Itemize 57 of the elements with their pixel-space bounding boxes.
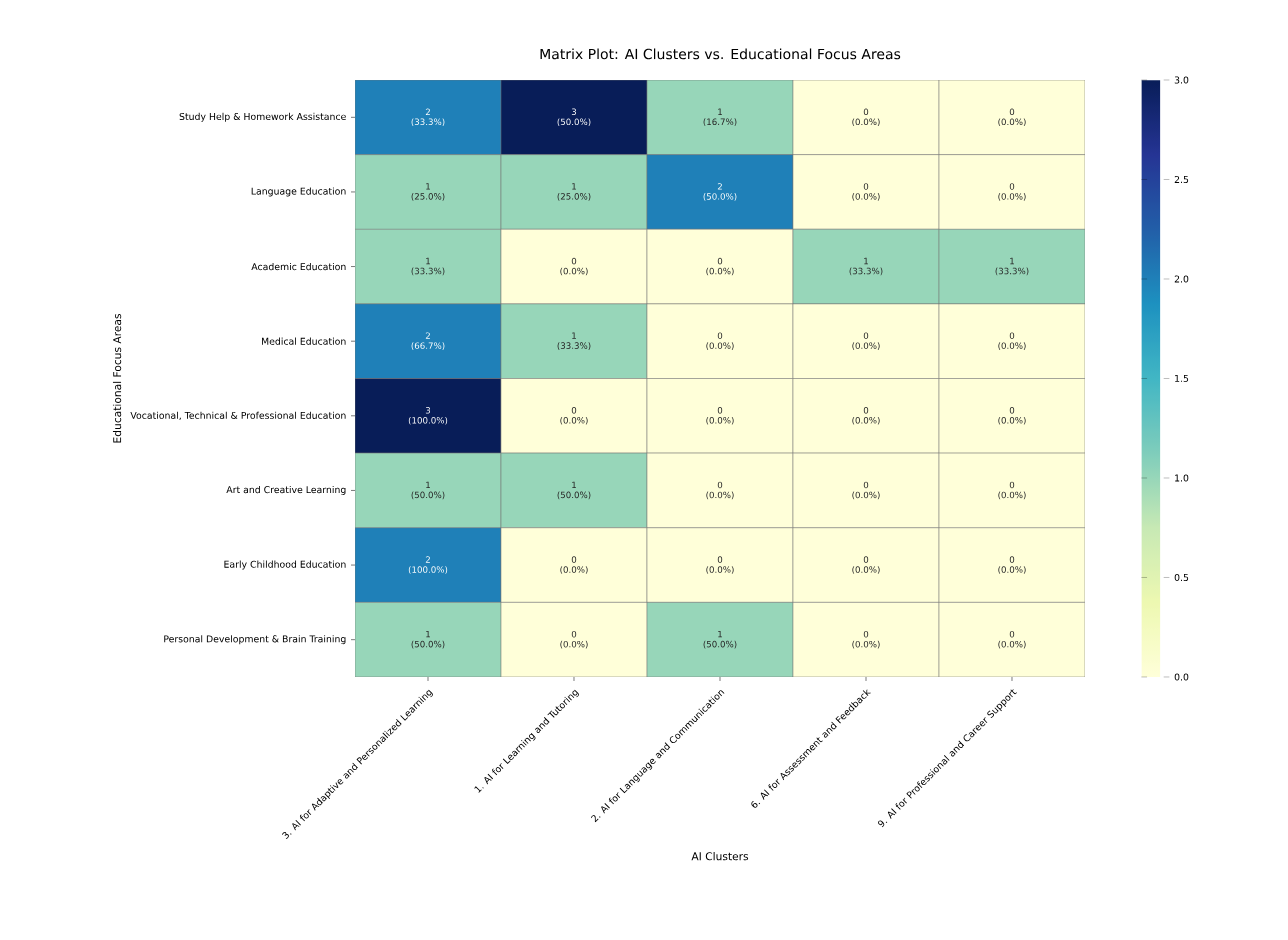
data-label: 0 (0.0%) — [852, 556, 880, 574]
color-bar-label: 3.0 — [1174, 76, 1189, 84]
data-label: 3 (50.0%) — [557, 108, 591, 127]
y-tick-label: Study Help & Homework Assistance — [179, 112, 346, 122]
data-label: 1 (33.3%) — [995, 257, 1029, 276]
color-bar-label: 0.5 — [1174, 573, 1189, 582]
y-tick-label: Vocational, Technical & Professional Education — [130, 411, 346, 420]
data-label: 0 (0.0%) — [706, 332, 734, 350]
data-label: 0 (0.0%) — [852, 407, 880, 425]
data-label: 0 (0.0%) — [998, 556, 1026, 574]
y-tick-label: Medical Education — [262, 337, 346, 345]
y-tick-label: Academic Education — [251, 262, 346, 271]
data-label: 0 (0.0%) — [998, 481, 1026, 500]
data-label: 0 (0.0%) — [998, 407, 1026, 425]
data-label: 0 (0.0%) — [998, 183, 1026, 201]
x-axis-title: AI Clusters — [691, 852, 749, 861]
data-label: 0 (0.0%) — [706, 481, 734, 500]
data-label: 0 (0.0%) — [852, 108, 880, 127]
y-axis-title: Educational Focus Areas — [112, 314, 122, 443]
data-label: 2 (33.3%) — [411, 108, 445, 127]
data-label: 1 (25.0%) — [557, 183, 591, 201]
data-label: 1 (50.0%) — [411, 630, 445, 649]
data-label: 0 (0.0%) — [998, 108, 1026, 127]
data-label: 0 (0.0%) — [560, 630, 588, 649]
data-label: 1 (33.3%) — [557, 332, 591, 350]
y-tick-label: Art and Creative Learning — [226, 485, 346, 495]
color-bar-label: 0.0 — [1174, 673, 1189, 681]
y-tick-label: Early Childhood Education — [224, 560, 346, 570]
data-label: 1 (25.0%) — [411, 183, 445, 201]
data-label: 1 (50.0%) — [703, 630, 737, 649]
data-label: 0 (0.0%) — [852, 481, 880, 500]
data-label: 1 (33.3%) — [411, 257, 445, 276]
data-label: 0 (0.0%) — [560, 257, 588, 276]
data-label: 3 (100.0%) — [408, 407, 448, 425]
data-label: 1 (50.0%) — [411, 481, 445, 500]
y-tick-label: Personal Development & Brain Training — [164, 635, 346, 645]
chart-title: Matrix Plot: AI Clusters vs. Educational Focus Areas — [540, 48, 901, 60]
data-label: 1 (33.3%) — [849, 257, 883, 276]
color-bar-label: 1.5 — [1175, 375, 1189, 382]
y-tick-label: Language Education — [251, 187, 346, 197]
data-label: 0 (0.0%) — [852, 630, 880, 649]
data-label: 0 (0.0%) — [560, 407, 588, 425]
data-label: 0 (0.0%) — [560, 556, 588, 574]
data-label: 0 (0.0%) — [706, 556, 734, 574]
data-label: 1 (50.0%) — [557, 481, 591, 500]
data-label: 0 (0.0%) — [706, 257, 734, 276]
color-bar-label: 1.0 — [1175, 474, 1189, 482]
data-label: 0 (0.0%) — [998, 630, 1026, 649]
data-label: 2 (66.7%) — [411, 332, 445, 350]
data-label: 0 (0.0%) — [852, 332, 880, 350]
data-label: 0 (0.0%) — [706, 407, 734, 425]
data-label: 2 (50.0%) — [703, 183, 737, 201]
data-label: 2 (100.0%) — [408, 556, 448, 574]
color-bar-label: 2.0 — [1174, 275, 1189, 283]
color-bar-label: 2.5 — [1174, 175, 1189, 184]
data-label: 1 (16.7%) — [703, 108, 737, 127]
data-label: 0 (0.0%) — [852, 183, 880, 201]
